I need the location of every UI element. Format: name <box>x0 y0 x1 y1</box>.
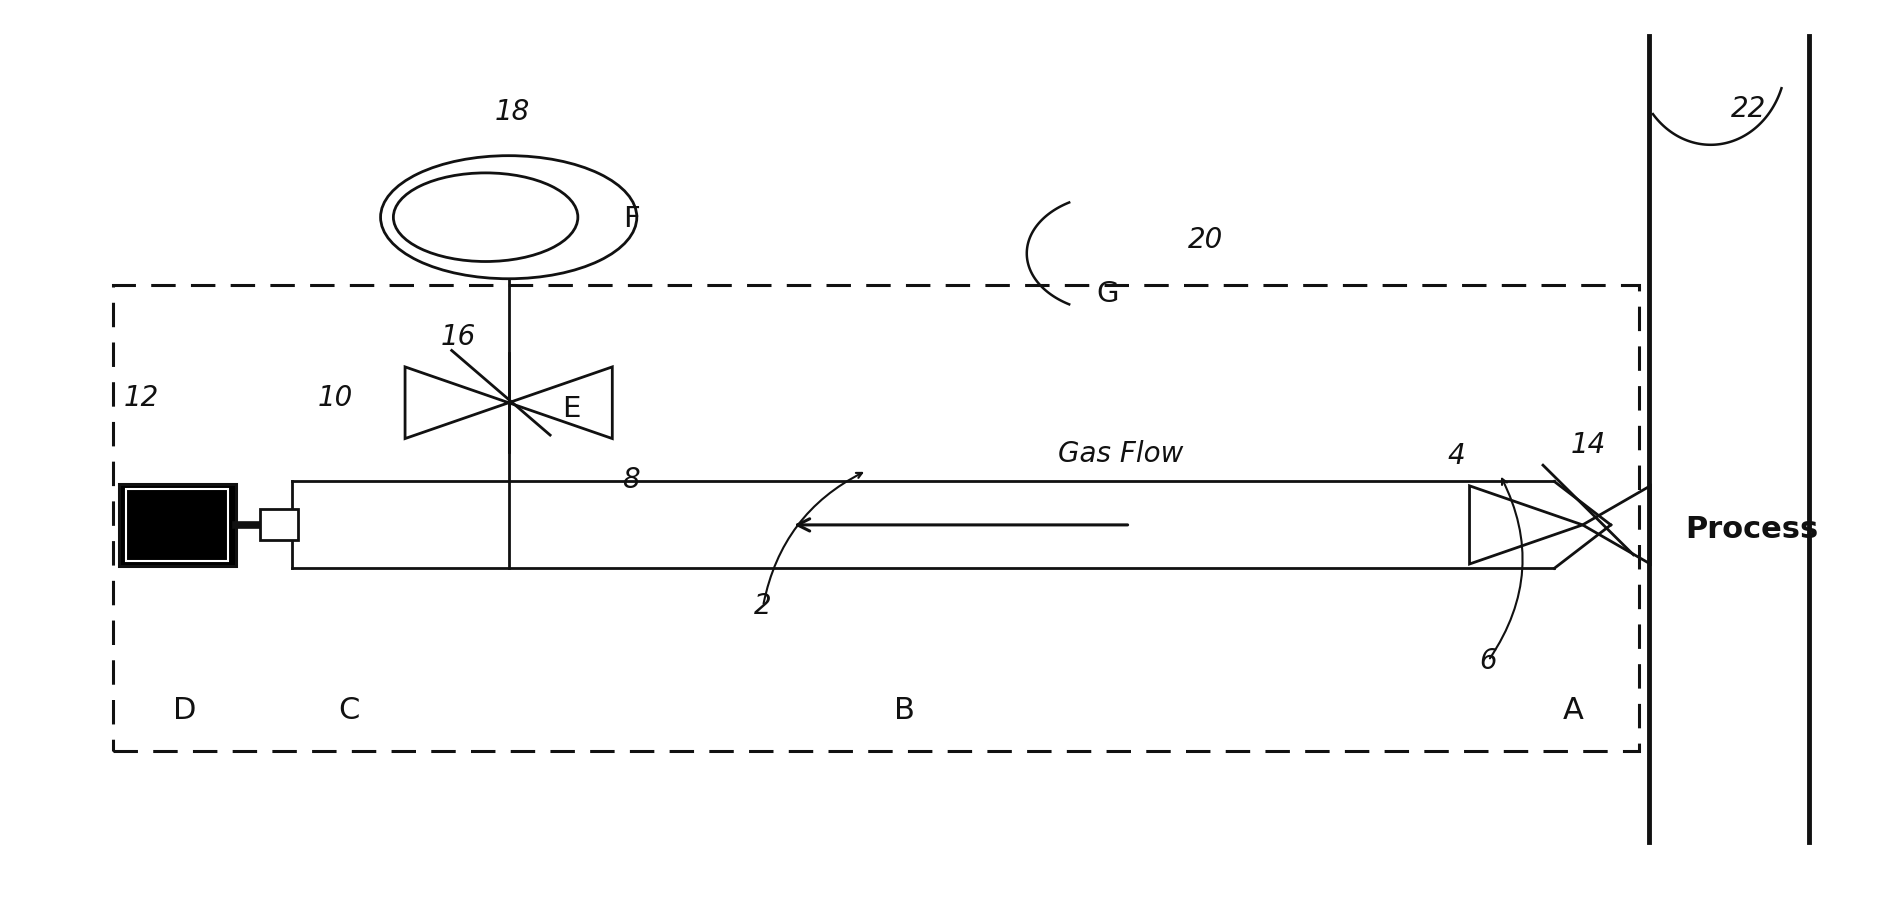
Text: 16: 16 <box>441 323 475 350</box>
Text: 12: 12 <box>124 385 158 412</box>
Text: 18: 18 <box>495 99 529 126</box>
Text: 2: 2 <box>754 593 772 620</box>
Bar <box>113 285 1639 751</box>
Text: A: A <box>1562 696 1584 725</box>
Text: Gas Flow: Gas Flow <box>1059 441 1183 468</box>
Text: 14: 14 <box>1571 432 1605 459</box>
Text: 22: 22 <box>1731 95 1765 122</box>
Text: 20: 20 <box>1189 226 1223 253</box>
Bar <box>260 509 298 540</box>
Text: 8: 8 <box>622 466 641 493</box>
Text: C: C <box>337 696 360 725</box>
Text: B: B <box>893 696 916 725</box>
Text: D: D <box>173 696 196 725</box>
Bar <box>119 484 236 566</box>
Text: 4: 4 <box>1447 443 1466 470</box>
Text: 6: 6 <box>1479 647 1498 674</box>
Text: G: G <box>1096 281 1119 308</box>
Bar <box>126 489 228 561</box>
Text: E: E <box>561 395 580 423</box>
Text: Process: Process <box>1686 515 1818 544</box>
Text: 10: 10 <box>318 385 352 412</box>
Text: F: F <box>624 205 639 233</box>
